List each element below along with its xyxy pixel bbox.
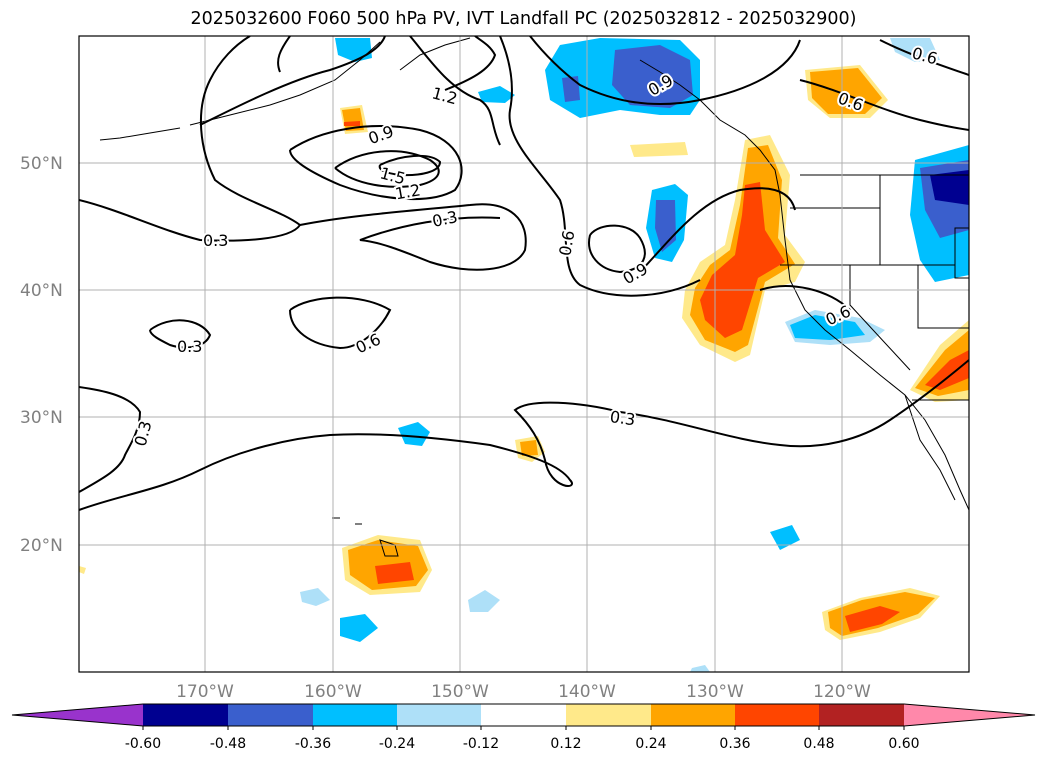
contour-label: 0.6 xyxy=(555,229,578,257)
pv-contours xyxy=(79,36,969,511)
colorbar-segment xyxy=(651,704,735,726)
colorbar-segment xyxy=(143,704,228,726)
lat-label: 40°N xyxy=(20,281,63,301)
colorbar-segment xyxy=(228,704,313,726)
lon-label: 150°W xyxy=(431,682,489,702)
lat-label: 20°N xyxy=(20,536,63,556)
lat-label: 50°N xyxy=(20,154,63,174)
colorbar-tick-label: 0.36 xyxy=(719,736,750,752)
colorbar-segment xyxy=(566,704,651,726)
colorbar-extend-max xyxy=(904,704,1035,726)
lon-label: 160°W xyxy=(304,682,362,702)
colorbar-segment xyxy=(819,704,904,726)
colorbar-segment xyxy=(397,704,481,726)
colorbar-tick-label: -0.24 xyxy=(379,736,415,752)
colorbar: -0.60 -0.48 -0.36 -0.24 -0.12 0.12 0.24 … xyxy=(11,703,1036,752)
colorbar-segment xyxy=(735,704,819,726)
longitude-labels: 170°W 160°W 150°W 140°W 130°W 120°W xyxy=(176,682,871,702)
contour-label: 0.3 xyxy=(609,407,637,429)
lon-label: 140°W xyxy=(558,682,616,702)
map-title: 2025032600 F060 500 hPa PV, IVT Landfall… xyxy=(190,9,857,29)
map-area xyxy=(79,36,969,672)
lon-label: 130°W xyxy=(686,682,744,702)
contour-label: 0.3 xyxy=(203,231,228,250)
colorbar-tick-label: -0.36 xyxy=(295,736,331,752)
colorbar-segment xyxy=(313,704,397,726)
colorbar-tick-label: 0.60 xyxy=(888,736,919,752)
map-border xyxy=(78,35,970,673)
colorbar-extend-min xyxy=(12,704,143,726)
colorbar-tick-label: -0.12 xyxy=(463,736,499,752)
contour-label: 0.3 xyxy=(177,337,202,356)
shading-negative xyxy=(300,38,969,672)
colorbar-tick-label: 0.48 xyxy=(803,736,834,752)
gridlines xyxy=(79,36,969,672)
colorbar-tick-label: -0.48 xyxy=(210,736,246,752)
lat-label: 30°N xyxy=(20,408,63,428)
lon-label: 170°W xyxy=(176,682,234,702)
colorbar-tick-label: 0.24 xyxy=(635,736,666,752)
lon-label: 120°W xyxy=(813,682,871,702)
colorbar-segment xyxy=(481,704,566,726)
colorbar-tick-label: 0.12 xyxy=(550,736,581,752)
coastlines xyxy=(99,37,969,557)
colorbar-tick-label: -0.60 xyxy=(125,736,161,752)
latitude-labels: 50°N 40°N 30°N 20°N xyxy=(20,154,63,556)
